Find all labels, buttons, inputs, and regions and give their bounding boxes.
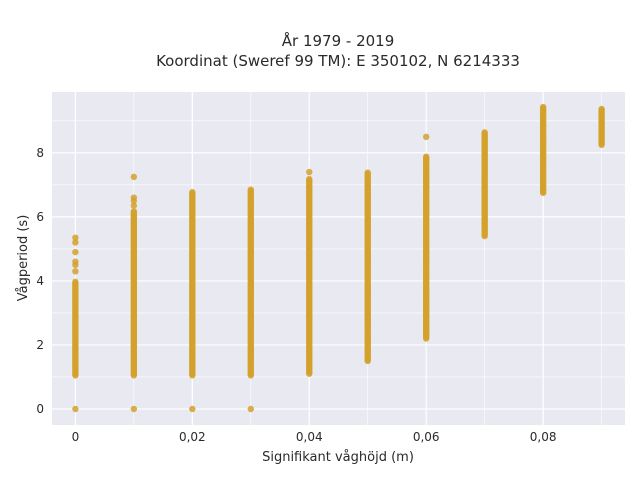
data-point: [481, 129, 488, 136]
outlier-point: [423, 133, 430, 141]
x-tick-label: 0,02: [179, 430, 206, 444]
outlier-point: [130, 194, 138, 201]
y-tick-label: 0: [36, 402, 44, 416]
outlier-point: [130, 202, 138, 209]
data-point: [306, 175, 313, 183]
outlier-point: [423, 325, 430, 333]
data-point: [423, 153, 430, 160]
chart-title-line2: Koordinat (Sweref 99 TM): E 350102, N 62…: [156, 52, 520, 70]
x-axis-title: Signifikant våghöjd (m): [262, 450, 414, 465]
tick-labels: 0 0,02 0,04 0,06 0,08 0 2 4 6 8: [36, 146, 556, 444]
data-point: [72, 278, 79, 286]
x-tick-label: 0,04: [296, 430, 323, 444]
y-tick-label: 8: [36, 146, 44, 160]
outlier-point: [72, 258, 79, 265]
data-point: [364, 169, 371, 176]
data-point: [130, 208, 138, 215]
x-tick-label: 0,06: [413, 430, 440, 444]
outlier-point: [72, 234, 79, 241]
y-tick-label: 2: [36, 338, 44, 352]
outlier-point: [72, 239, 79, 246]
outlier-point: [72, 268, 79, 275]
outlier-point: [72, 248, 79, 256]
zero-point: [189, 405, 196, 413]
outlier-point: [130, 173, 138, 181]
zero-point: [72, 405, 79, 413]
outlier-point: [423, 330, 430, 337]
outlier-point: [423, 308, 430, 315]
outlier-point: [423, 312, 430, 320]
y-tick-label: 6: [36, 210, 44, 224]
x-tick-label: 0,08: [530, 430, 557, 444]
y-tick-label: 4: [36, 274, 44, 288]
outlier-point: [306, 168, 313, 176]
outlier-point: [423, 288, 430, 296]
zero-point: [247, 405, 254, 413]
x-tick-label: 0: [72, 430, 80, 444]
data-point: [247, 186, 254, 193]
data-point: [598, 105, 605, 113]
data-points: [72, 103, 605, 413]
plot-area: [52, 92, 625, 425]
y-axis-title: Vågperiod (s): [16, 215, 31, 302]
data-point: [539, 103, 547, 111]
data-point: [189, 189, 196, 196]
zero-point: [130, 405, 138, 413]
outlier-point: [423, 301, 430, 309]
outlier-point: [423, 319, 430, 326]
chart-title-line1: År 1979 - 2019: [282, 31, 395, 50]
